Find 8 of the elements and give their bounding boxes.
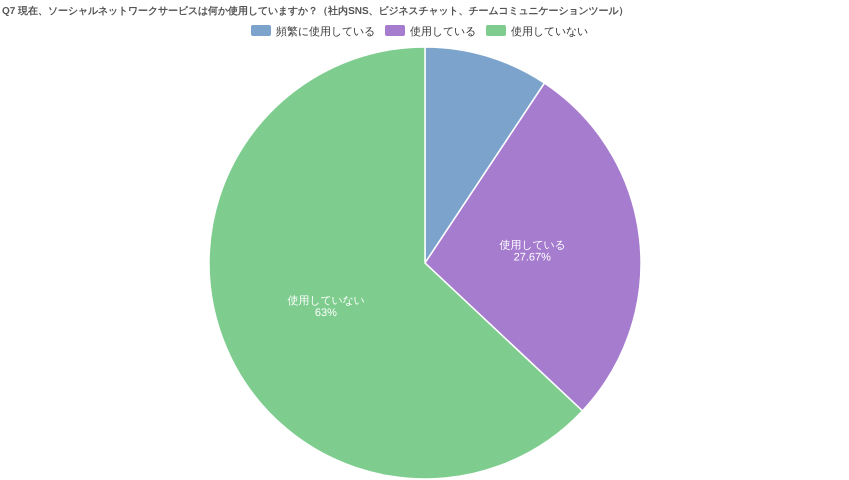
data-label: 27.67%: [514, 252, 552, 264]
data-label: 63%: [314, 306, 338, 319]
legend-label: 頻繁に使用している: [276, 25, 375, 38]
slice-label: 使用している: [499, 240, 566, 252]
slice-label: 使用していない: [287, 294, 364, 307]
legend-label: 使用していない: [511, 26, 588, 38]
legend-label: 使用している: [410, 26, 476, 38]
chart-title: Q7 現在、ソーシャルネットワークサービスは何か使用していますか？（社内SNS、ビジネスチャット、チームコミュニケーションツール）: [2, 5, 629, 17]
